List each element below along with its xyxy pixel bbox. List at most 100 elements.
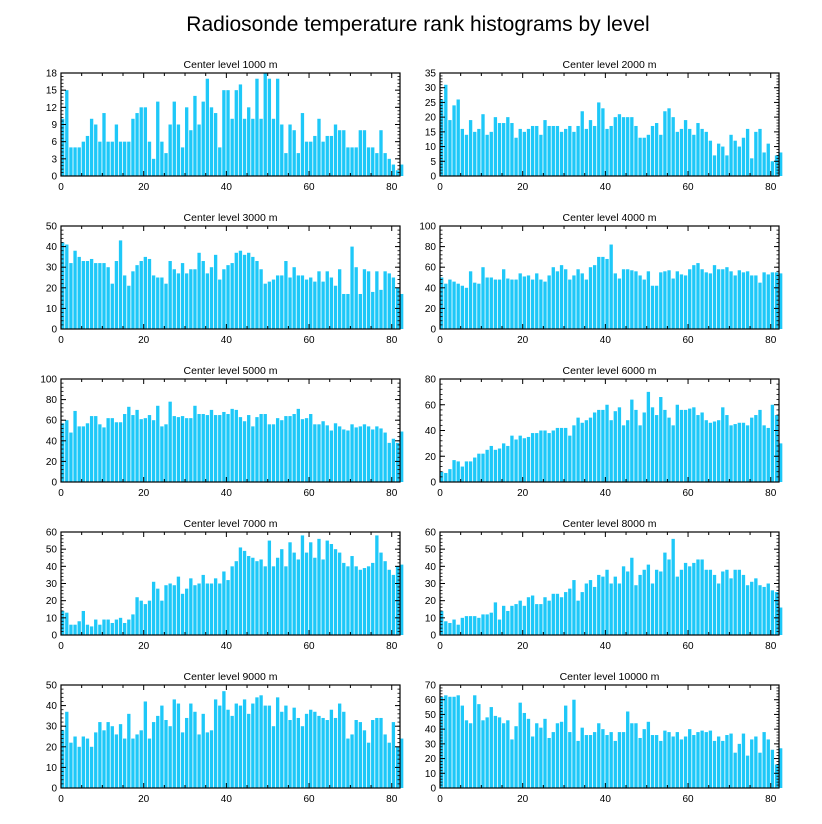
histogram-bar	[300, 275, 305, 329]
histogram-bar	[354, 720, 358, 788]
histogram-bar	[292, 707, 296, 788]
histogram-bar	[106, 267, 110, 329]
histogram-bar	[251, 426, 255, 482]
y-tick-label: 40	[425, 283, 437, 294]
histogram-bar	[477, 704, 481, 788]
histogram-bar	[489, 445, 493, 482]
histogram-bar	[135, 597, 139, 635]
histogram-bar	[526, 128, 531, 176]
histogram-bar	[559, 721, 564, 788]
histogram-bar	[543, 281, 547, 329]
histogram-bar	[350, 734, 354, 788]
x-tick-label: 60	[303, 794, 315, 805]
histogram-bar	[654, 123, 659, 176]
histogram-bar	[745, 128, 750, 176]
x-tick-label: 60	[682, 641, 694, 652]
histogram-bar	[688, 566, 692, 635]
histogram-bar	[522, 605, 527, 635]
x-tick-label: 20	[517, 488, 529, 499]
x-tick-label: 0	[437, 794, 443, 805]
histogram-bar	[555, 723, 560, 788]
histogram-bar	[114, 261, 119, 329]
histogram-bar	[750, 417, 754, 483]
histogram-bar	[85, 624, 90, 635]
histogram-bar	[143, 107, 148, 176]
histogram-bar	[160, 600, 164, 635]
histogram-bar	[468, 461, 473, 482]
histogram-bar	[700, 730, 704, 788]
histogram-bar	[94, 619, 98, 635]
histogram-bar	[375, 153, 379, 176]
histogram-bar	[448, 622, 452, 635]
histogram-bar	[375, 271, 379, 329]
histogram-bar	[502, 123, 506, 176]
histogram-bar	[313, 424, 317, 482]
x-tick-label: 60	[303, 182, 315, 193]
histogram-bar	[729, 271, 733, 329]
histogram-bar	[147, 258, 152, 329]
histogram-bar	[400, 164, 404, 176]
histogram-bar	[309, 141, 313, 176]
histogram-bar	[559, 131, 564, 176]
histogram-bar	[288, 542, 292, 635]
histogram-bar	[325, 720, 329, 788]
histogram-bar	[300, 535, 305, 635]
histogram-bar	[605, 404, 609, 482]
histogram-bar	[526, 436, 531, 482]
histogram-bar	[387, 273, 391, 329]
histogram-bar	[675, 271, 679, 329]
histogram-bar	[688, 128, 692, 176]
histogram-bar	[663, 271, 667, 329]
histogram-bar	[617, 583, 622, 635]
histogram-bar	[584, 128, 589, 176]
histogram-bar	[383, 734, 387, 788]
histogram-bar	[296, 275, 300, 329]
histogram-bar	[779, 607, 783, 635]
histogram-bar	[704, 420, 708, 482]
histogram-bar	[114, 619, 119, 635]
histogram-bar	[131, 614, 135, 635]
histogram-bar	[547, 433, 551, 482]
histogram-bar	[464, 287, 469, 329]
histogram-bar	[201, 713, 205, 788]
y-tick-label: 10	[46, 304, 58, 315]
histogram-bar	[460, 128, 464, 176]
plot-frame	[60, 378, 401, 483]
histogram-bar	[317, 538, 321, 635]
histogram-bar	[712, 574, 717, 635]
y-tick-label: 40	[425, 426, 437, 437]
histogram-bar	[737, 422, 741, 482]
histogram-bar	[716, 269, 721, 329]
histogram-bar	[127, 713, 131, 788]
histogram-bar	[468, 271, 473, 329]
histogram-bar	[288, 720, 292, 788]
histogram-bar	[683, 736, 688, 788]
y-tick-label: 0	[51, 325, 57, 336]
histogram-bar	[473, 457, 477, 482]
histogram-bar	[692, 735, 696, 788]
y-tick-label: 0	[430, 478, 436, 489]
histogram-bar	[383, 561, 387, 635]
histogram-bar	[716, 143, 721, 176]
histogram-bar	[337, 426, 342, 482]
histogram-bar	[176, 703, 181, 788]
histogram-bar	[741, 272, 746, 329]
histogram-bar	[321, 421, 325, 482]
histogram-bar	[675, 576, 679, 635]
histogram-bar	[444, 84, 448, 176]
histogram-bar	[704, 131, 708, 176]
histogram-bar	[350, 147, 354, 176]
histogram-bar	[716, 420, 721, 482]
histogram-bar	[535, 433, 539, 482]
histogram-bar	[230, 408, 234, 482]
histogram-bar	[77, 746, 81, 788]
histogram-bar	[621, 269, 626, 329]
histogram-bar	[366, 742, 371, 788]
x-tick-label: 0	[437, 641, 443, 652]
histogram-bar	[522, 276, 527, 329]
histogram-bar	[375, 717, 379, 788]
histogram-bar	[737, 743, 741, 788]
histogram-bar	[205, 273, 210, 329]
y-tick-label: 30	[46, 263, 58, 274]
histogram-bar	[584, 735, 589, 788]
